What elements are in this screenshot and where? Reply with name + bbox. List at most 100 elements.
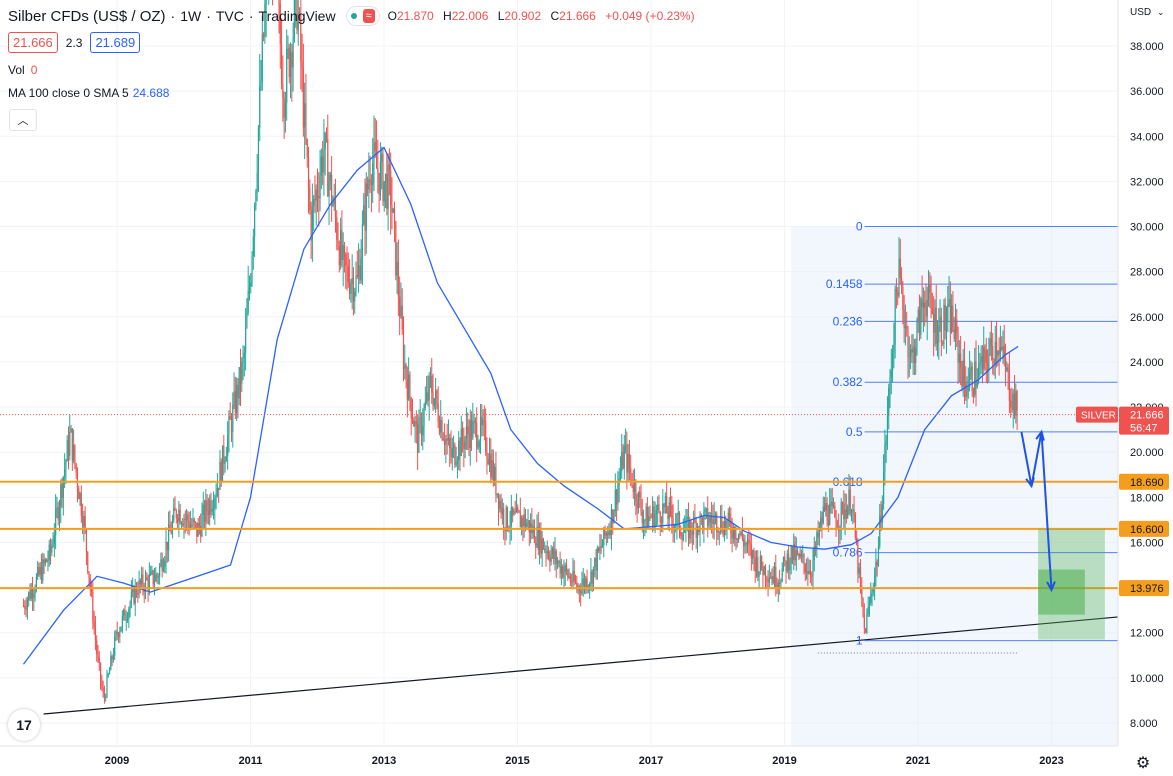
candle-body [857, 544, 859, 574]
candle-body [178, 509, 180, 522]
candle-body [402, 329, 405, 369]
symbol-tag-label: SILVER [1081, 411, 1116, 422]
candle-body [173, 507, 175, 521]
candle-body [971, 366, 973, 392]
candle-body [615, 489, 618, 505]
candle-body [129, 603, 131, 610]
price-tick-label: 20.000 [1130, 447, 1164, 459]
candle-body [92, 592, 94, 622]
candle-body [135, 586, 138, 594]
candle-body [854, 513, 856, 538]
candle-body [85, 529, 88, 553]
candle-body [749, 543, 751, 545]
candle-body [555, 551, 557, 564]
candle-body [943, 304, 945, 344]
candle-body [513, 511, 515, 515]
candle-body [168, 524, 170, 551]
candle-body [192, 519, 194, 526]
candle-body [369, 179, 371, 183]
candle-body [459, 440, 461, 457]
candle-body [128, 609, 130, 619]
candle-body [301, 61, 303, 69]
candle-body [876, 562, 878, 566]
candle-body [870, 594, 872, 603]
candle-body [526, 523, 528, 527]
tradingview-logo[interactable]: 17 [8, 709, 40, 741]
candle-body [707, 508, 709, 526]
low-value: 20.902 [504, 9, 542, 23]
candle-body [962, 360, 964, 387]
candle-body [926, 300, 928, 317]
collapse-legend-button[interactable]: ︿ [9, 109, 37, 131]
candle-body [691, 532, 693, 535]
volume-legend[interactable]: Vol 0 [8, 63, 37, 77]
candle-body [62, 477, 64, 498]
candle-body [585, 578, 587, 587]
candle-body [944, 304, 946, 331]
candle-body [364, 205, 366, 231]
candle-body [779, 582, 781, 584]
candle-body [621, 451, 623, 472]
candle-body [963, 360, 966, 384]
candle-body [940, 316, 942, 343]
candle-body [284, 102, 287, 118]
candle-body [363, 205, 365, 225]
candle-body [496, 493, 498, 495]
horizontal-levels [0, 414, 1118, 590]
candle-body [66, 440, 68, 462]
candle-body [474, 420, 476, 424]
candle-body [680, 531, 682, 536]
candle-body [927, 284, 930, 301]
candle-body [820, 517, 822, 528]
candle-body [25, 608, 27, 610]
candle-body [912, 346, 914, 353]
candle-body [374, 141, 376, 151]
candle-body [554, 551, 556, 559]
candle-body [953, 329, 955, 340]
gear-icon[interactable]: ⚙ [1135, 755, 1151, 772]
time-axis[interactable]: 2009 2011 2013 2015 2017 2019 2021 2023 [0, 745, 1173, 776]
buy-price-box[interactable]: 21.689 [90, 32, 141, 53]
candle-body [242, 357, 244, 362]
symbol-name[interactable]: Silber CFDs (US$ / OZ) [8, 7, 166, 25]
candle-body [657, 504, 659, 511]
sell-price-box[interactable]: 21.666 [8, 32, 58, 53]
candle-body [331, 174, 333, 206]
candle-body [743, 538, 745, 547]
price-axis[interactable]: USD⌄8.00010.00012.00014.00016.00018.0002… [1117, 0, 1173, 776]
ma-legend[interactable]: MA 100 close 0 SMA 5 24.688 [8, 86, 169, 100]
candle-body [784, 556, 786, 561]
candle-body [51, 545, 53, 553]
candle-body [728, 512, 731, 521]
candle-body [373, 141, 375, 164]
fib-level-label: 0.786 [833, 546, 863, 560]
market-status[interactable]: ≈ [345, 6, 380, 26]
candle-body [419, 417, 421, 419]
candle-body [542, 538, 545, 550]
candle-body [594, 558, 596, 568]
candle-body [146, 577, 148, 580]
candle-body [350, 284, 352, 294]
candle-body [446, 438, 448, 441]
candle-body [147, 579, 149, 590]
candle-body [170, 531, 172, 534]
projection-arrows [1020, 429, 1056, 593]
candle-body [1001, 347, 1003, 350]
candle-body [325, 132, 328, 139]
candle-body [490, 453, 492, 478]
price-tick-label: 30.000 [1130, 222, 1164, 234]
candle-body [78, 488, 80, 500]
candle-body [463, 441, 465, 450]
candle-body [818, 527, 821, 538]
candle-body [411, 418, 414, 421]
candle-body [307, 157, 310, 188]
candle-body [43, 559, 45, 564]
close-value: 21.666 [559, 9, 596, 23]
time-tick-label: 2013 [372, 755, 396, 767]
interval[interactable]: 1W [180, 8, 202, 24]
candle-body [440, 419, 442, 433]
candle-body [884, 444, 886, 473]
bar-countdown: 56:47 [1130, 423, 1158, 435]
candle-body [823, 506, 826, 511]
